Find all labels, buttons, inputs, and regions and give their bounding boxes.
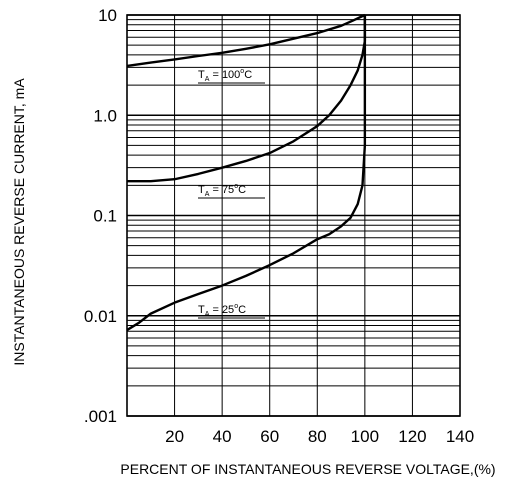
y-tick-label: 1.0 bbox=[93, 106, 117, 125]
curve-labels: TA = 100oC TA = 75oC TA = 25oC bbox=[198, 68, 265, 319]
curve-label: TA = 75oC bbox=[198, 183, 246, 198]
plot-frame bbox=[126, 14, 461, 417]
x-tick-label: 80 bbox=[308, 427, 327, 446]
series-line bbox=[127, 15, 367, 183]
x-tick-label: 120 bbox=[398, 427, 426, 446]
x-tick-label: 20 bbox=[165, 427, 184, 446]
tick-labels: 20 40 60 80 100 120 140 .001 0.01 0.1 1.0 10 bbox=[84, 6, 474, 446]
series-line bbox=[126, 13, 366, 68]
x-tick-label: 100 bbox=[351, 427, 379, 446]
y-tick-label: 0.1 bbox=[93, 207, 117, 226]
x-tick-label: 60 bbox=[260, 427, 279, 446]
y-tick-label: .001 bbox=[84, 407, 117, 426]
curve-label: TA = 100oC bbox=[198, 68, 252, 83]
series-curves bbox=[126, 13, 367, 332]
y-tick-label: 10 bbox=[98, 6, 117, 25]
x-axis-title: PERCENT OF INSTANTANEOUS REVERSE VOLTAGE… bbox=[120, 461, 495, 477]
curve-label: TA = 25oC bbox=[198, 303, 246, 318]
series-line bbox=[126, 15, 367, 332]
y-axis-title: INSTANTANEOUS REVERSE CURRENT, mA bbox=[11, 78, 27, 366]
grid bbox=[126, 14, 461, 417]
y-tick-label: 0.01 bbox=[84, 307, 117, 326]
x-tick-label: 140 bbox=[446, 427, 474, 446]
x-tick-label: 40 bbox=[213, 427, 232, 446]
